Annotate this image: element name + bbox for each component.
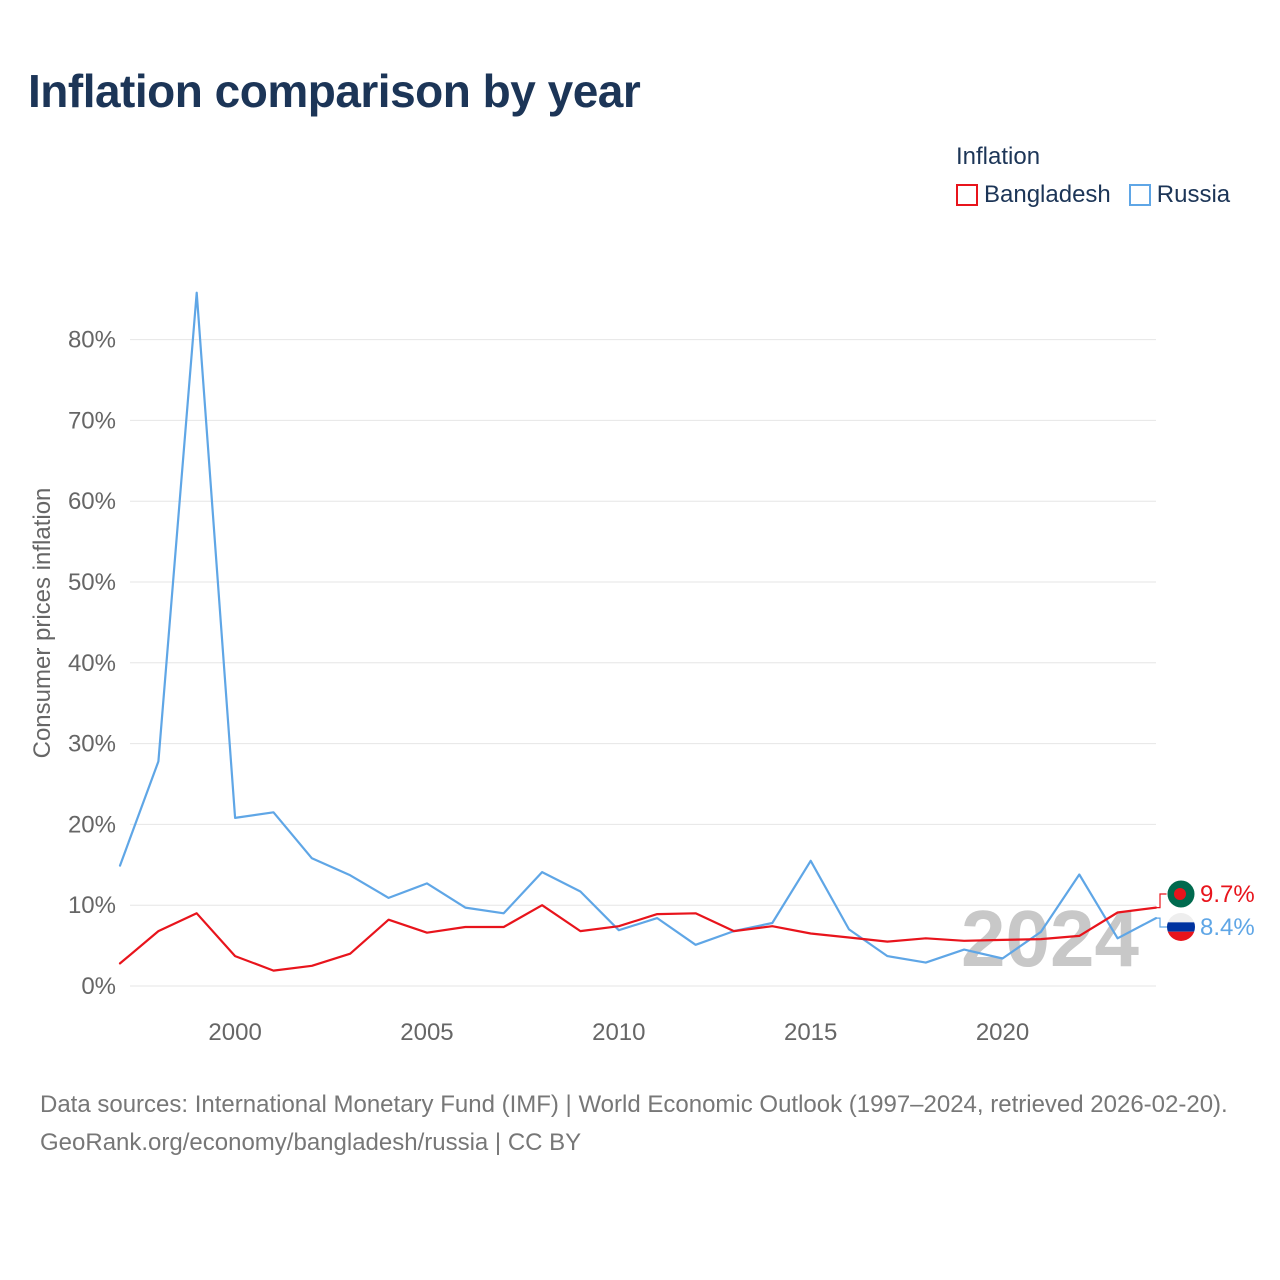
x-tick-label: 2015 (784, 1019, 837, 1046)
y-axis-label: Consumer prices inflation (29, 488, 56, 759)
y-tick-label: 40% (68, 650, 116, 677)
russia-flag-icon (1167, 913, 1195, 941)
bangladesh-flag-icon (1166, 879, 1196, 909)
end-labels: 9.7% 8.4% (1156, 879, 1255, 941)
legend: Inflation Bangladesh Russia (956, 143, 1230, 209)
attribution-link[interactable]: GeoRank.org/economy/bangladesh/russia | … (40, 1129, 582, 1156)
chart-title: Inflation comparison by year (28, 65, 641, 117)
y-tick-label: 10% (68, 892, 116, 919)
grid (130, 339, 1156, 987)
x-axis: 2000 2005 2010 2015 2020 (208, 1019, 1029, 1046)
legend-title: Inflation (956, 143, 1041, 170)
legend-swatch-bangladesh (956, 184, 978, 206)
y-tick-label: 0% (81, 973, 116, 1000)
end-connector-russia (1156, 917, 1167, 928)
x-tick-label: 2005 (400, 1019, 453, 1046)
data-sources: Data sources: International Monetary Fun… (40, 1091, 1228, 1118)
legend-item-bangladesh[interactable]: Bangladesh (956, 181, 1111, 209)
y-tick-label: 30% (68, 731, 116, 758)
series-line-bangladesh[interactable] (118, 904, 1158, 972)
y-tick-label: 60% (68, 488, 116, 515)
legend-label-russia: Russia (1156, 181, 1231, 208)
end-value-label-russia: 8.4% (1200, 914, 1255, 941)
y-tick-label: 70% (68, 407, 116, 434)
y-tick-label: 50% (68, 569, 116, 596)
series-line-russia[interactable] (118, 291, 1158, 964)
y-tick-label: 20% (68, 811, 116, 838)
footer: Data sources: International Monetary Fun… (40, 1086, 1250, 1162)
legend-swatch-russia (1128, 184, 1151, 206)
x-tick-label: 2020 (976, 1019, 1029, 1046)
end-value-label-bangladesh: 9.7% (1200, 881, 1255, 908)
series-group (118, 291, 1158, 972)
y-axis: 0% 10% 20% 30% 40% 50% 60% 70% 80% (68, 327, 116, 1000)
x-tick-label: 2000 (208, 1019, 261, 1046)
end-connector-bangladesh (1156, 893, 1167, 909)
legend-label-bangladesh: Bangladesh (984, 181, 1111, 208)
legend-item-russia[interactable]: Russia (1128, 181, 1231, 209)
x-tick-label: 2010 (592, 1019, 645, 1046)
y-tick-label: 80% (68, 327, 116, 354)
